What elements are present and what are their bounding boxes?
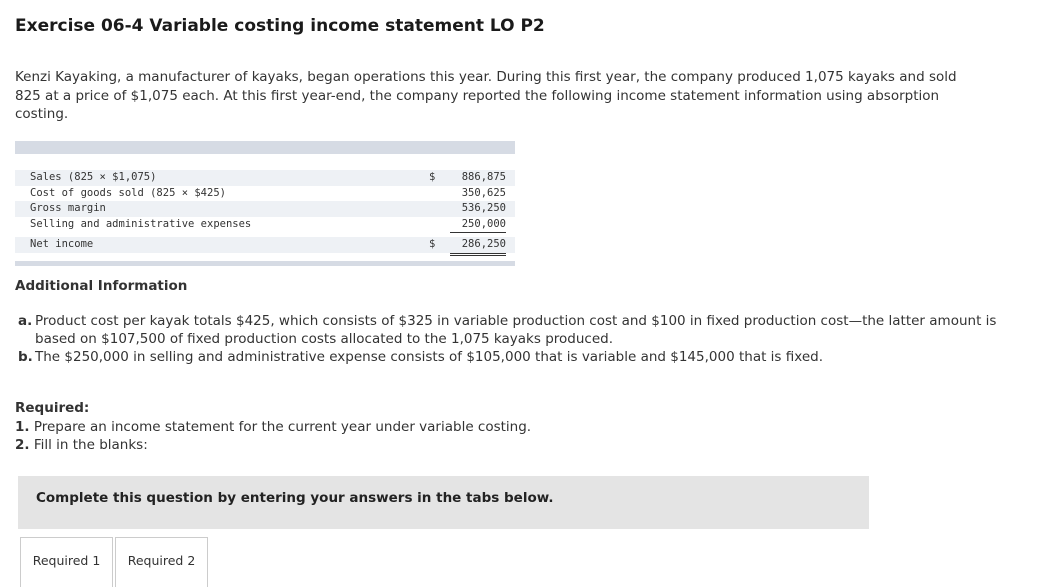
dollar-sign: $ <box>429 238 436 250</box>
row-cogs: Cost of goods sold (825 × $425) 350,625 <box>15 186 515 202</box>
required-item-1: 1. Prepare an income statement for the c… <box>15 418 531 436</box>
row-net-income: Net income $ 286,250 <box>15 237 515 256</box>
tab-required-2[interactable]: Required 2 <box>115 537 208 587</box>
row-label: Net income <box>30 238 94 250</box>
intro-paragraph: Kenzi Kayaking, a manufacturer of kayaks… <box>15 69 957 122</box>
exercise-title: Exercise 06-4 Variable costing income st… <box>15 16 545 36</box>
row-gross-margin: Gross margin 536,250 <box>15 201 515 217</box>
tab-required-1[interactable]: Required 1 <box>20 537 113 587</box>
dollar-sign: $ <box>429 171 436 183</box>
required-text: Fill in the blanks: <box>33 437 148 453</box>
info-letter: b. <box>18 349 33 365</box>
required-item-2: 2. Fill in the blanks: <box>15 436 531 454</box>
info-text: Product cost per kayak totals $425, whic… <box>35 313 997 347</box>
required-number: 1. <box>15 419 30 435</box>
info-item-b: b. The $250,000 in selling and administr… <box>18 348 998 366</box>
additional-info-heading: Additional Information <box>15 278 188 294</box>
row-amount: 250,000 <box>450 217 506 233</box>
row-amount: 286,250 <box>450 237 506 256</box>
additional-info-list: a. Product cost per kayak totals $425, w… <box>18 312 998 366</box>
row-label: Selling and administrative expenses <box>30 217 252 230</box>
row-label: Cost of goods sold (825 × $425) <box>30 186 226 199</box>
required-heading: Required: <box>15 400 90 416</box>
required-text: Prepare an income statement for the curr… <box>33 419 532 435</box>
instruction-banner: Complete this question by entering your … <box>18 476 869 529</box>
row-sales: Sales (825 × $1,075) $ 886,875 <box>15 170 515 186</box>
income-statement-table: Sales (825 × $1,075) $ 886,875 Cost of g… <box>15 141 515 266</box>
info-letter: a. <box>18 313 33 329</box>
required-number: 2. <box>15 437 30 453</box>
row-amount: 536,250 <box>461 202 506 214</box>
row-selling-admin: Selling and administrative expenses 250,… <box>15 217 515 233</box>
row-label: Gross margin <box>30 202 106 214</box>
info-item-a: a. Product cost per kayak totals $425, w… <box>18 312 998 348</box>
info-text: The $250,000 in selling and administrati… <box>35 349 823 365</box>
row-amount: 350,625 <box>450 186 506 202</box>
required-list: 1. Prepare an income statement for the c… <box>15 418 531 454</box>
row-amount: 886,875 <box>461 171 506 183</box>
row-label: Sales (825 × $1,075) <box>30 171 157 183</box>
